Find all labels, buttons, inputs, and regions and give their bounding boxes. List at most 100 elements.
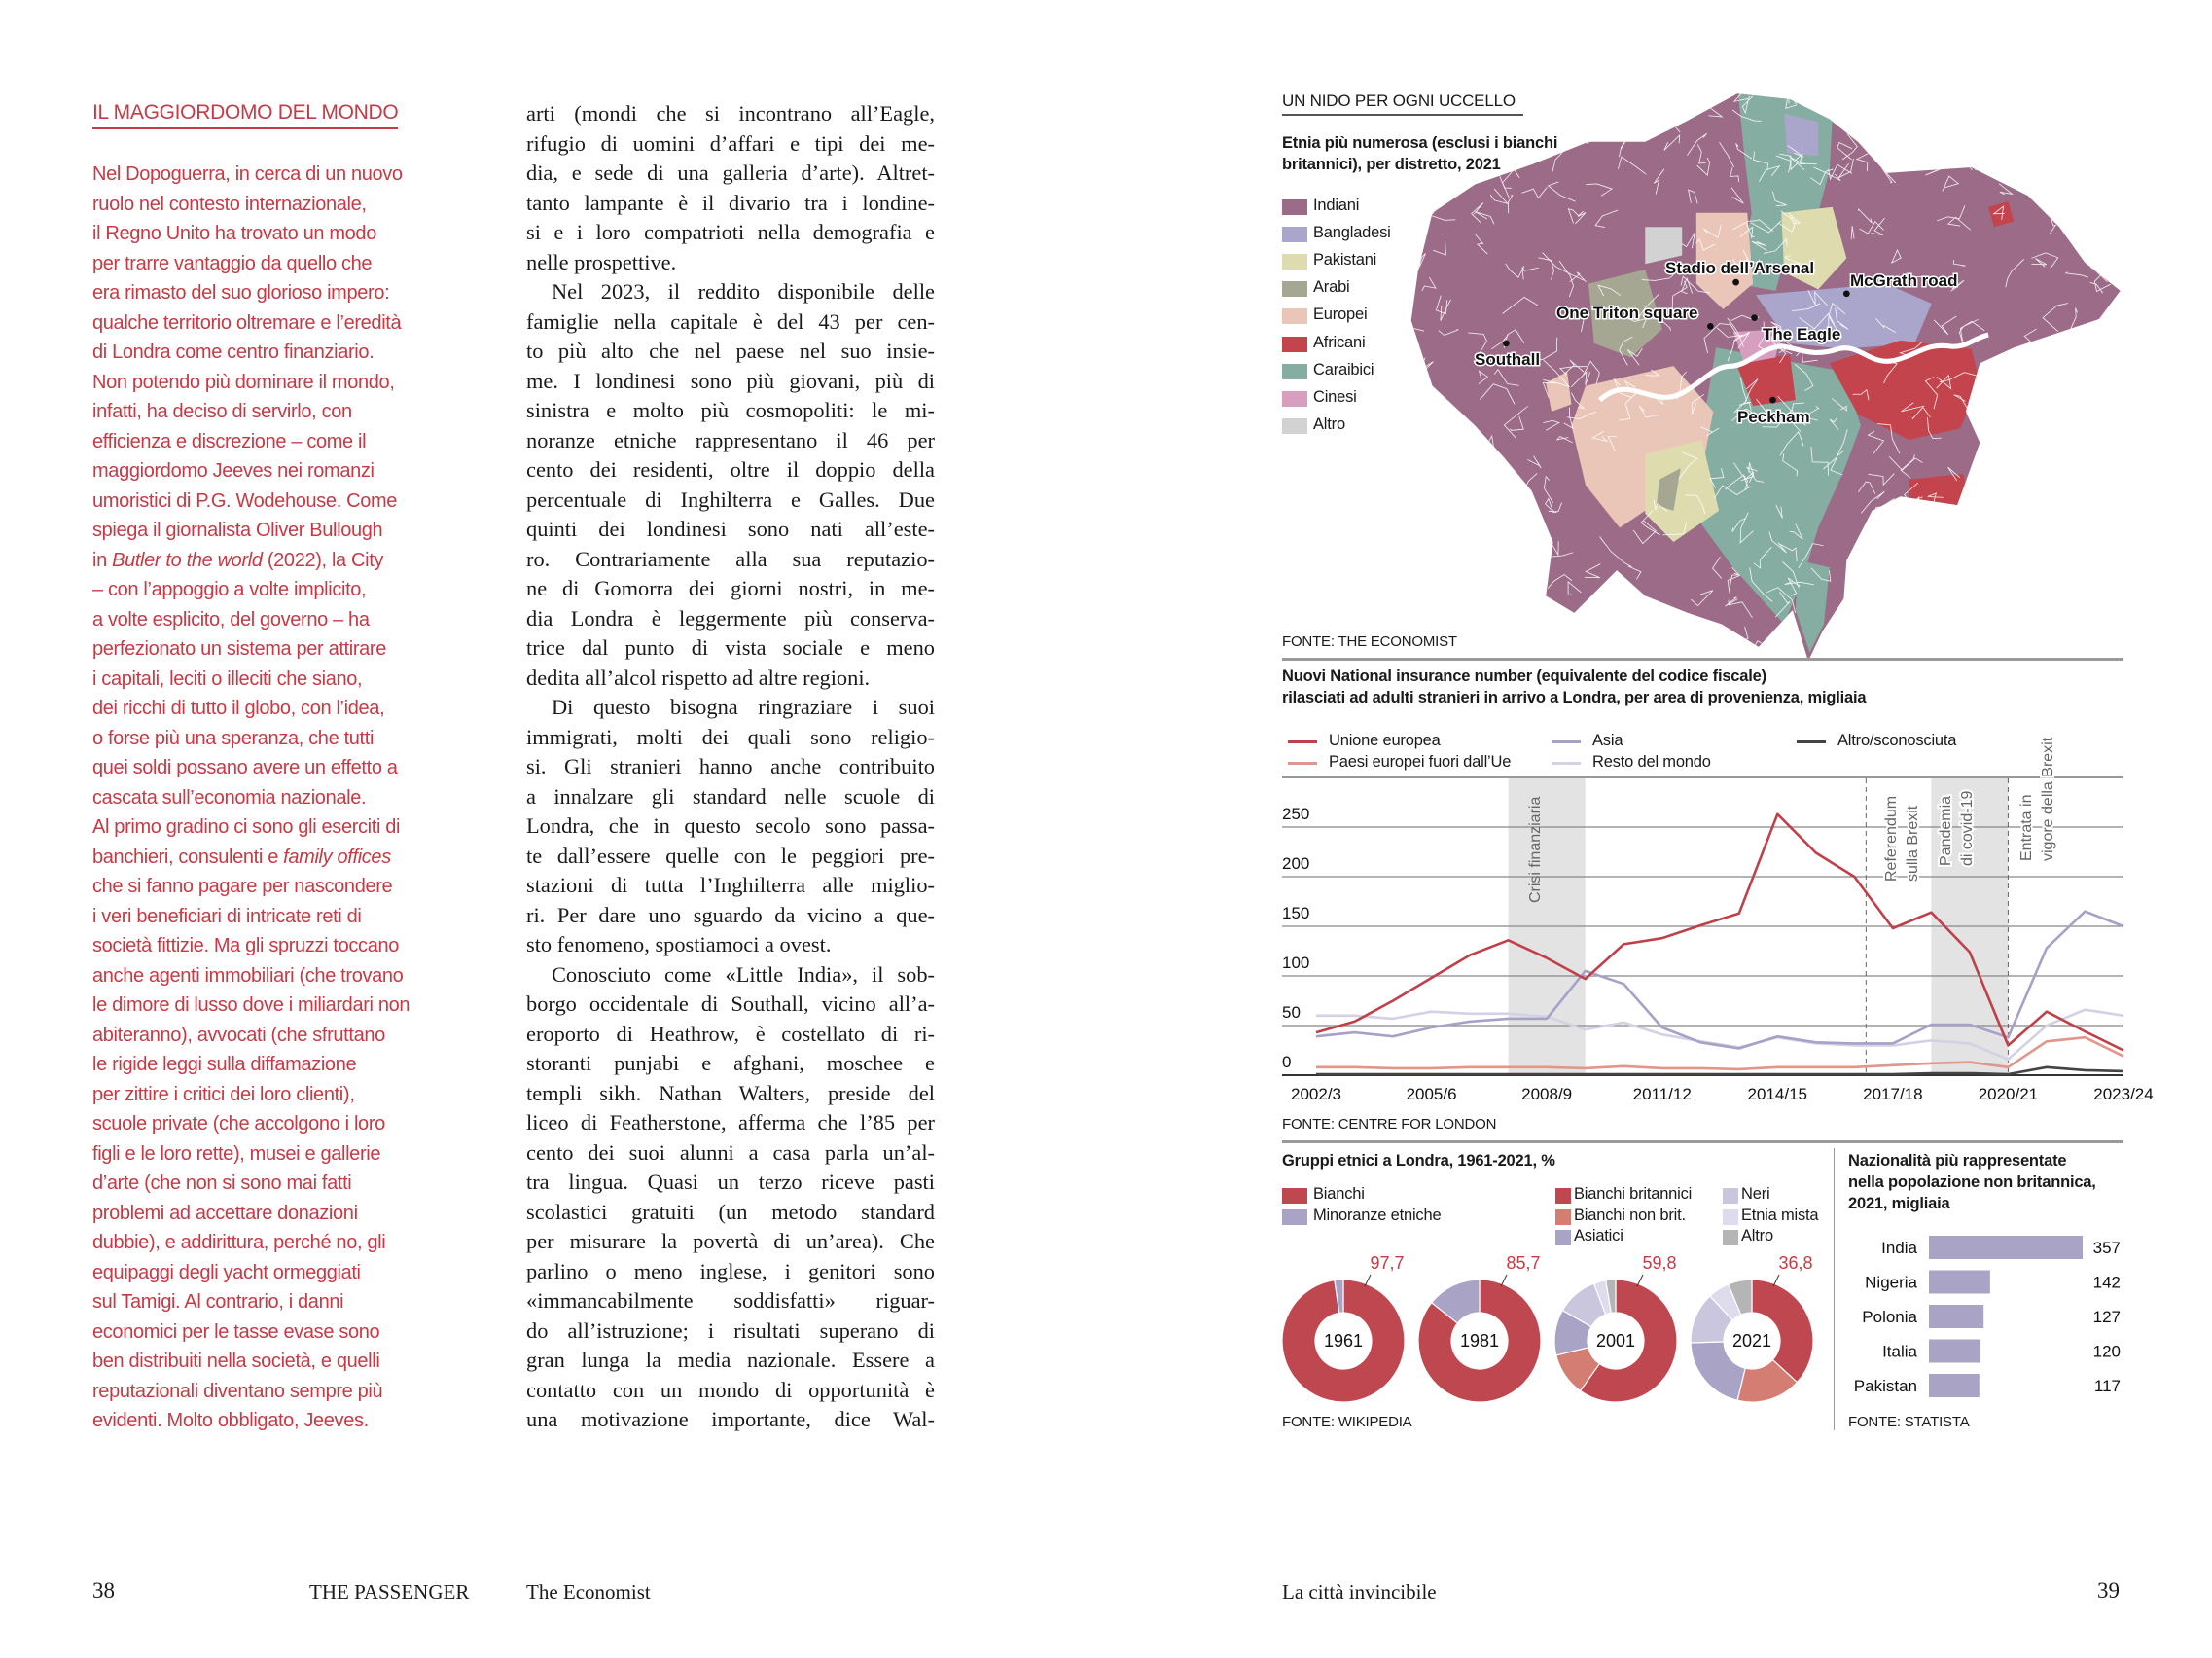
- bar: [1929, 1236, 2083, 1259]
- article-line: una motivazione importante, dice Wal-: [526, 1407, 935, 1431]
- district-boundary: [1475, 211, 1495, 225]
- sidebar-line: il Regno Unito ha trovato un modo: [92, 223, 376, 244]
- district-boundary: [1725, 462, 1744, 490]
- chart-annotation: di covid-19: [1959, 791, 1976, 866]
- district-boundary: [1548, 502, 1562, 514]
- map-region-pakistani: [1645, 439, 1720, 542]
- article-line: dia Londra è leggermente più conserva-: [526, 605, 935, 631]
- legend-swatch: [1723, 1188, 1738, 1204]
- district-boundary: [1527, 455, 1542, 469]
- x-tick-label: 2014/15: [1748, 1085, 1807, 1103]
- article-line: liceo di Featherstone, afferma che l’85 …: [526, 1110, 935, 1135]
- x-tick-label: 2008/9: [1521, 1085, 1572, 1103]
- sidebar-line: i capitali, leciti o illeciti che siano,: [92, 667, 363, 690]
- article-line: sinistra e molto più cosmopoliti: le mi-: [526, 398, 935, 422]
- district-boundary: [1671, 280, 1688, 309]
- bar-value-label: 142: [2093, 1274, 2121, 1292]
- place-dot: [1732, 278, 1739, 286]
- map-region-caraibici: [1695, 347, 1861, 625]
- district-boundary: [1762, 415, 1802, 432]
- article-line: borgo occidentale di Southall, vicino al…: [526, 991, 935, 1016]
- district-boundary: [1841, 133, 1858, 161]
- district-boundary: [1810, 168, 1834, 186]
- italic-title: Butler to the world: [112, 549, 263, 571]
- legend-label: Pakistani: [1313, 251, 1377, 270]
- district-boundary: [1619, 137, 1628, 158]
- district-boundary: [1731, 109, 1762, 122]
- district-boundary: [1940, 372, 1978, 383]
- district-boundary: [1703, 323, 1730, 354]
- sidebar-line: dubbie), e addirittura, perché no, gli: [92, 1232, 386, 1253]
- district-boundary: [1744, 378, 1759, 403]
- district-boundary: [1836, 429, 1848, 457]
- article-line: noranze etniche rappresentano il 46 per: [526, 427, 935, 452]
- district-boundary: [1652, 313, 1671, 331]
- legend-swatch: [1282, 199, 1307, 215]
- donut-slice: [1417, 1279, 1542, 1403]
- district-boundary: [1599, 536, 1632, 567]
- district-boundary: [1731, 256, 1748, 274]
- district-boundary: [1927, 492, 1944, 508]
- y-tick-label: 250: [1282, 805, 1309, 823]
- donut-value-label: 97,7: [1370, 1253, 1404, 1273]
- district-boundary: [1478, 370, 1489, 385]
- district-boundary: [1521, 187, 1548, 199]
- sidebar-line: quei soldi possano avere un effetto a: [92, 757, 398, 778]
- district-boundary: [2064, 271, 2089, 278]
- map-region-africani: [1988, 201, 2015, 228]
- district-boundary: [1544, 475, 1554, 504]
- district-boundary: [1582, 360, 1600, 384]
- legend-label: Bianchi britannici: [1574, 1185, 1693, 1203]
- article-line: Nel 2023, il reddito disponibile delle: [552, 279, 935, 304]
- chart-annotation: vigore della Brexit: [2040, 737, 2056, 861]
- district-boundary: [1729, 572, 1739, 591]
- chart-annotation: Pandemia: [1938, 796, 1954, 866]
- sidebar-line: dei ricchi di tutto il globo, con l’idea…: [92, 698, 385, 719]
- article-line: si e i loro compatrioti nella demografia…: [526, 220, 935, 244]
- sidebar-line: problemi ad accettare donazioni: [92, 1202, 358, 1224]
- bar-value-label: 117: [2094, 1377, 2121, 1395]
- district-boundary: [1597, 284, 1622, 297]
- value-leader-line: [1772, 1274, 1780, 1287]
- district-boundary: [1729, 322, 1750, 349]
- district-boundary: [1490, 334, 1510, 350]
- district-boundary: [1626, 347, 1643, 366]
- district-boundary: [1777, 210, 1797, 233]
- legend-swatch: [1723, 1208, 1738, 1225]
- article-line: gran lunga la media nazionale. Essere a: [526, 1348, 935, 1372]
- district-boundary: [1739, 512, 1754, 544]
- article-line: immigrati, molti dei quali sono religio-: [526, 724, 935, 749]
- page-number-left: 38: [92, 1578, 115, 1603]
- article-line: cento dei suoi alunni a casa parla un’al…: [526, 1139, 935, 1165]
- district-boundary: [1768, 531, 1787, 554]
- district-boundary: [1571, 371, 1591, 388]
- district-boundary: [1794, 363, 1814, 391]
- district-boundary: [1739, 226, 1754, 239]
- map-region-bangladesi: [1784, 113, 1819, 157]
- article-line: quinti dei londinesi sono nati all’este-: [526, 517, 935, 541]
- district-boundary: [1789, 523, 1803, 540]
- district-boundary: [1727, 317, 1744, 347]
- bar-category-label: Nigeria: [1865, 1274, 1917, 1292]
- legend-label: Bangladesi: [1313, 224, 1391, 242]
- sidebar-line: i veri beneficiari di intricate reti di: [92, 905, 362, 927]
- x-tick-label: 2017/18: [1863, 1085, 1922, 1103]
- district-boundary: [1433, 239, 1446, 256]
- bar-chart-title-2: nella popolazione non britannica,: [1848, 1173, 2096, 1191]
- sidebar-line: le dimore di lusso dove i miliardari non: [92, 994, 410, 1016]
- district-boundary: [1685, 494, 1706, 515]
- district-boundary: [1719, 142, 1734, 168]
- map-label-peckham: Peckham: [1737, 408, 1810, 426]
- district-boundary: [1503, 406, 1528, 440]
- divider: [1282, 658, 2123, 661]
- text-run: banchieri, consulenti e: [92, 846, 284, 868]
- x-tick-label: 2002/3: [1291, 1085, 1341, 1103]
- article-line: to più alto che nel paese nel suo insie-: [526, 339, 935, 363]
- district-boundary: [1613, 378, 1633, 399]
- value-leader-line: [1500, 1274, 1508, 1287]
- legend-swatch: [1282, 227, 1307, 243]
- bar: [1929, 1270, 1990, 1294]
- page-number-right: 39: [2097, 1578, 2120, 1603]
- district-boundary: [1417, 253, 1426, 271]
- district-boundary: [1590, 430, 1609, 443]
